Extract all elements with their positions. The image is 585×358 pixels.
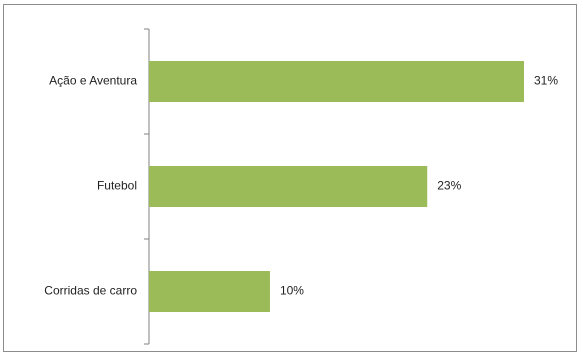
category-label: Corridas de carro [44,284,137,298]
data-label: 10% [280,284,304,298]
data-label: 31% [534,74,558,88]
bar-1 [149,166,428,207]
bar-0 [149,61,524,102]
data-label: 23% [437,179,461,193]
category-label: Futebol [97,179,137,193]
bar-2 [149,271,270,312]
category-label: Ação e Aventura [49,74,137,88]
